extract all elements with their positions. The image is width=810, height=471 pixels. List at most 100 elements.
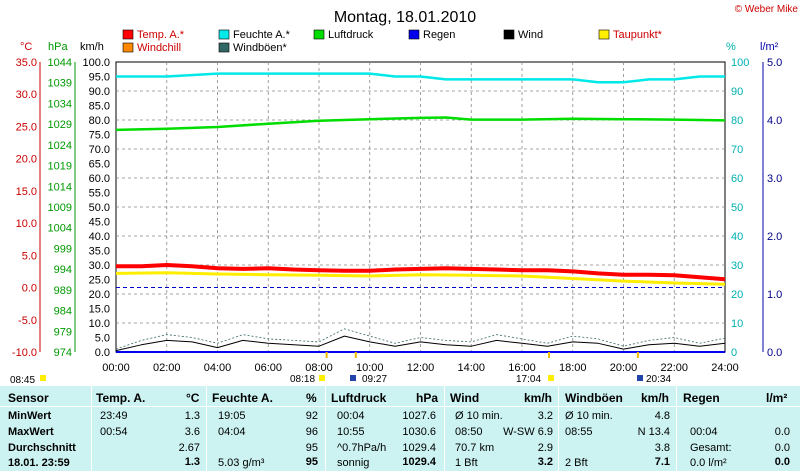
- pressure-axis-tick-label: 1044: [48, 57, 72, 69]
- rain-axis-tick-label: 1.0: [767, 289, 782, 301]
- event-marker: [548, 375, 554, 381]
- header-wind-unit: km/h: [524, 391, 553, 405]
- hum-cell-note: 5.03 g/m³: [218, 457, 265, 469]
- pressure-axis-tick-label: 1009: [48, 202, 72, 214]
- temp-cell-value: 2.67: [178, 442, 200, 454]
- pressure-axis-tick-label: 1019: [48, 161, 72, 173]
- wind-axis-tick-label: 70.0: [89, 144, 110, 156]
- x-tick-label: 12:00: [407, 362, 435, 374]
- gust-cell-note: Ø 10 min.: [565, 410, 613, 422]
- header-humidity: Feuchte A.: [212, 391, 273, 405]
- temp-axis-tick-label: 25.0: [16, 121, 37, 133]
- legend-label: Regen: [423, 29, 455, 41]
- humidity-axis-tick-label: 90: [731, 86, 743, 98]
- pressure-axis-tick-label: 984: [54, 306, 72, 318]
- press-cell-note: 00:04: [337, 410, 365, 422]
- rain-axis-tick-label: 0.0: [767, 347, 782, 359]
- humidity-axis-tick-label: 100: [731, 57, 749, 69]
- humidity-unit-label: %: [726, 41, 736, 53]
- press-cell-value: 1027.6: [402, 410, 436, 422]
- axis-units: °C hPa km/h% l/m²: [20, 41, 779, 53]
- wind-axis-tick-label: 75.0: [89, 130, 110, 142]
- x-tick-label: 00:00: [102, 362, 130, 374]
- humidity-axis-tick-label: 20: [731, 289, 743, 301]
- wind-cell-value: 3.2: [537, 410, 553, 422]
- hum-cell-value: 95: [305, 456, 318, 468]
- hum-cell-note: 04:04: [218, 426, 246, 438]
- right-edge-strip: [800, 0, 810, 471]
- press-cell-value: 1029.4: [402, 442, 436, 454]
- row-label: MaxWert: [8, 426, 54, 438]
- gust-cell-value: N 13.4: [637, 426, 670, 438]
- series-line-feuchtea: [116, 72, 725, 84]
- axes: 35.0 30.0 25.0 20.0 15.0 10.0 5.0 0.0 -5.0 -10.0 1…: [12, 57, 782, 374]
- legend-label: Windchill: [137, 42, 181, 54]
- row-label: 18.01. 23:59: [8, 457, 70, 469]
- x-tick-label: 16:00: [508, 362, 536, 374]
- x-tick-label: 22:00: [660, 362, 688, 374]
- press-cell-note: ^0.7hPa/h: [337, 442, 387, 454]
- humidity-axis-tick-label: 0: [731, 347, 737, 359]
- legend-label: Wind: [518, 29, 543, 41]
- press-cell-note: 10:55: [337, 426, 365, 438]
- press-cell-value: 1029.4: [402, 456, 436, 468]
- series-line-tempa: [116, 263, 726, 282]
- legend-swatch: [503, 29, 515, 40]
- summary-table: Sensor Temp. A. °C Feuchte A. % Luftdruc…: [0, 386, 800, 471]
- header-rain-unit: l/m²: [766, 391, 788, 405]
- wind-axis-tick-label: 80.0: [89, 115, 110, 127]
- temp-axis-tick-label: 35.0: [16, 57, 37, 69]
- pressure-axis-tick-label: 994: [54, 264, 72, 276]
- humidity-axis-tick-label: 60: [731, 173, 743, 185]
- humidity-axis-tick-label: 80: [731, 115, 743, 127]
- pressure-axis-tick-label: 974: [54, 347, 72, 359]
- x-tick-label: 08:00: [305, 362, 333, 374]
- x-tick-label: 04:00: [204, 362, 232, 374]
- header-temp: Temp. A.: [96, 391, 146, 405]
- wind-axis-tick-label: 85.0: [89, 101, 110, 113]
- event-label: 09:27: [362, 374, 387, 385]
- row-label: MinWert: [8, 410, 52, 422]
- legend: Temp. A.* Feuchte A.* Luftdruck Regen Wind Ta…: [122, 29, 663, 54]
- hum-cell-value: 92: [305, 410, 318, 422]
- rain-axis-tick-label: 2.0: [767, 231, 782, 243]
- event-label: 08:45: [10, 375, 35, 386]
- hum-cell-note: 19:05: [218, 410, 246, 422]
- wind-cell-value: W-SW 6.9: [503, 426, 553, 438]
- copyright-label: © Weber Mike: [735, 4, 799, 15]
- header-humidity-unit: %: [306, 391, 317, 405]
- pressure-axis-tick-label: 999: [54, 243, 72, 255]
- header-gust-unit: km/h: [641, 391, 670, 405]
- series-line-taupunkt: [115, 271, 726, 286]
- legend-swatch: [408, 29, 420, 40]
- wind-axis-tick-label: 50.0: [89, 202, 110, 214]
- legend-swatch: [122, 29, 134, 40]
- pressure-unit-label: hPa: [48, 41, 68, 53]
- humidity-axis-tick-label: 10: [731, 318, 743, 330]
- pressure-axis-tick-label: 1029: [48, 119, 72, 131]
- wind-axis-tick-label: 5.0: [95, 333, 110, 345]
- legend-label: Windböen*: [233, 42, 288, 54]
- pressure-axis-tick-label: 1039: [48, 78, 72, 90]
- rain-cell-value: 0.0: [774, 442, 790, 454]
- legend-label: Taupunkt*: [613, 29, 663, 41]
- temp-cell-value: 3.6: [184, 426, 200, 438]
- header-gust: Windböen: [565, 391, 623, 405]
- wind-axis-tick-label: 0.0: [95, 347, 110, 359]
- x-tick-label: 14:00: [457, 362, 485, 374]
- rain-unit-label: l/m²: [760, 41, 779, 53]
- press-cell-note: sonnig: [337, 457, 370, 469]
- event-label: 17:04: [516, 374, 541, 385]
- chart-title: Montag, 18.01.2010: [334, 9, 476, 26]
- legend-swatch: [598, 29, 610, 40]
- gust-cell-note: 08:55: [565, 426, 593, 438]
- temp-axis-tick-label: -10.0: [12, 347, 37, 359]
- temp-axis-tick-label: 20.0: [16, 154, 37, 166]
- wind-axis-tick-label: 65.0: [89, 159, 110, 171]
- header-wind: Wind: [450, 391, 480, 405]
- gust-cell-value: 4.8: [654, 410, 670, 422]
- pressure-axis-tick-label: 1004: [48, 223, 72, 235]
- pressure-axis-tick-label: 1024: [48, 140, 72, 152]
- wind-axis-tick-label: 55.0: [89, 188, 110, 200]
- temp-cell-note: 00:54: [100, 426, 128, 438]
